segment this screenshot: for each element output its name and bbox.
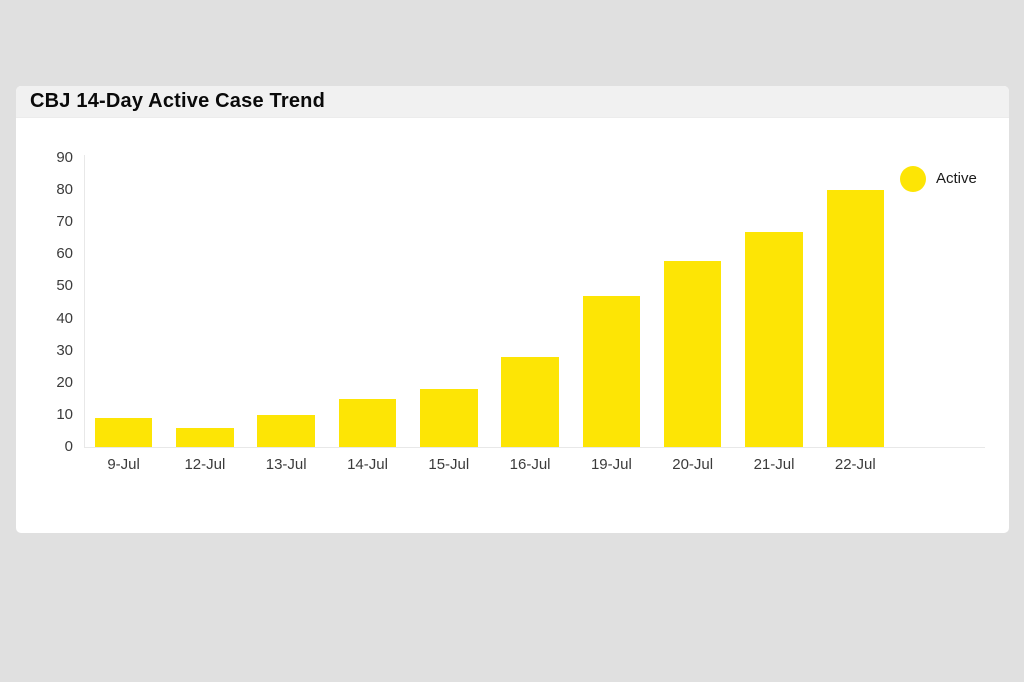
legend-label: Active bbox=[936, 170, 977, 187]
y-axis-tick-label: 70 bbox=[56, 213, 73, 231]
bar bbox=[582, 296, 641, 447]
y-axis-tick-label: 90 bbox=[56, 149, 73, 166]
x-axis-tick-label: 21-Jul bbox=[753, 456, 795, 473]
x-axis-tick-label: 20-Jul bbox=[672, 456, 714, 473]
y-axis-tick-label: 30 bbox=[56, 341, 73, 359]
y-axis-tick-label: 80 bbox=[56, 181, 73, 199]
x-axis-tick-label: 12-Jul bbox=[184, 456, 226, 473]
y-axis-tick-label: 20 bbox=[56, 373, 73, 391]
y-axis-tick-label: 50 bbox=[56, 277, 73, 295]
x-axis-tick-label: 14-Jul bbox=[347, 456, 388, 473]
chart-title-bar: CBJ 14-Day Active Case Trend bbox=[16, 86, 1009, 118]
y-axis-tick-label: 10 bbox=[56, 405, 73, 423]
bar bbox=[745, 231, 803, 447]
y-axis-tick-label: 40 bbox=[56, 309, 73, 327]
bar bbox=[176, 427, 234, 447]
x-axis-tick-label: 13-Jul bbox=[265, 456, 307, 473]
bar-chart: Active 0 10 20 30 40 50 60 70 80 90 9-Jul 12-Jul 13-… bbox=[16, 118, 1009, 533]
x-axis-tick-label: 19-Jul bbox=[590, 456, 632, 473]
legend-circle-icon bbox=[900, 166, 926, 192]
bar bbox=[338, 398, 397, 447]
bar bbox=[420, 389, 478, 447]
y-axis-line bbox=[84, 155, 85, 447]
x-axis-tick-label: 16-Jul bbox=[509, 456, 551, 473]
x-axis-line bbox=[84, 447, 985, 448]
chart-legend: Active bbox=[900, 166, 977, 192]
chart-title: CBJ 14-Day Active Case Trend bbox=[30, 90, 325, 112]
y-axis-tick-label: 60 bbox=[56, 245, 73, 263]
bar bbox=[94, 418, 153, 447]
x-axis-tick-label: 15-Jul bbox=[428, 456, 470, 473]
bar bbox=[826, 190, 885, 447]
chart-card: CBJ 14-Day Active Case Trend Active 0 10 2… bbox=[16, 86, 1009, 533]
y-axis-tick-label: 0 bbox=[64, 438, 73, 455]
bar bbox=[257, 414, 315, 447]
bar bbox=[663, 260, 722, 447]
bar bbox=[501, 357, 559, 447]
x-axis-tick-label: 22-Jul bbox=[834, 456, 876, 473]
x-axis-tick-label: 9-Jul bbox=[107, 456, 140, 473]
